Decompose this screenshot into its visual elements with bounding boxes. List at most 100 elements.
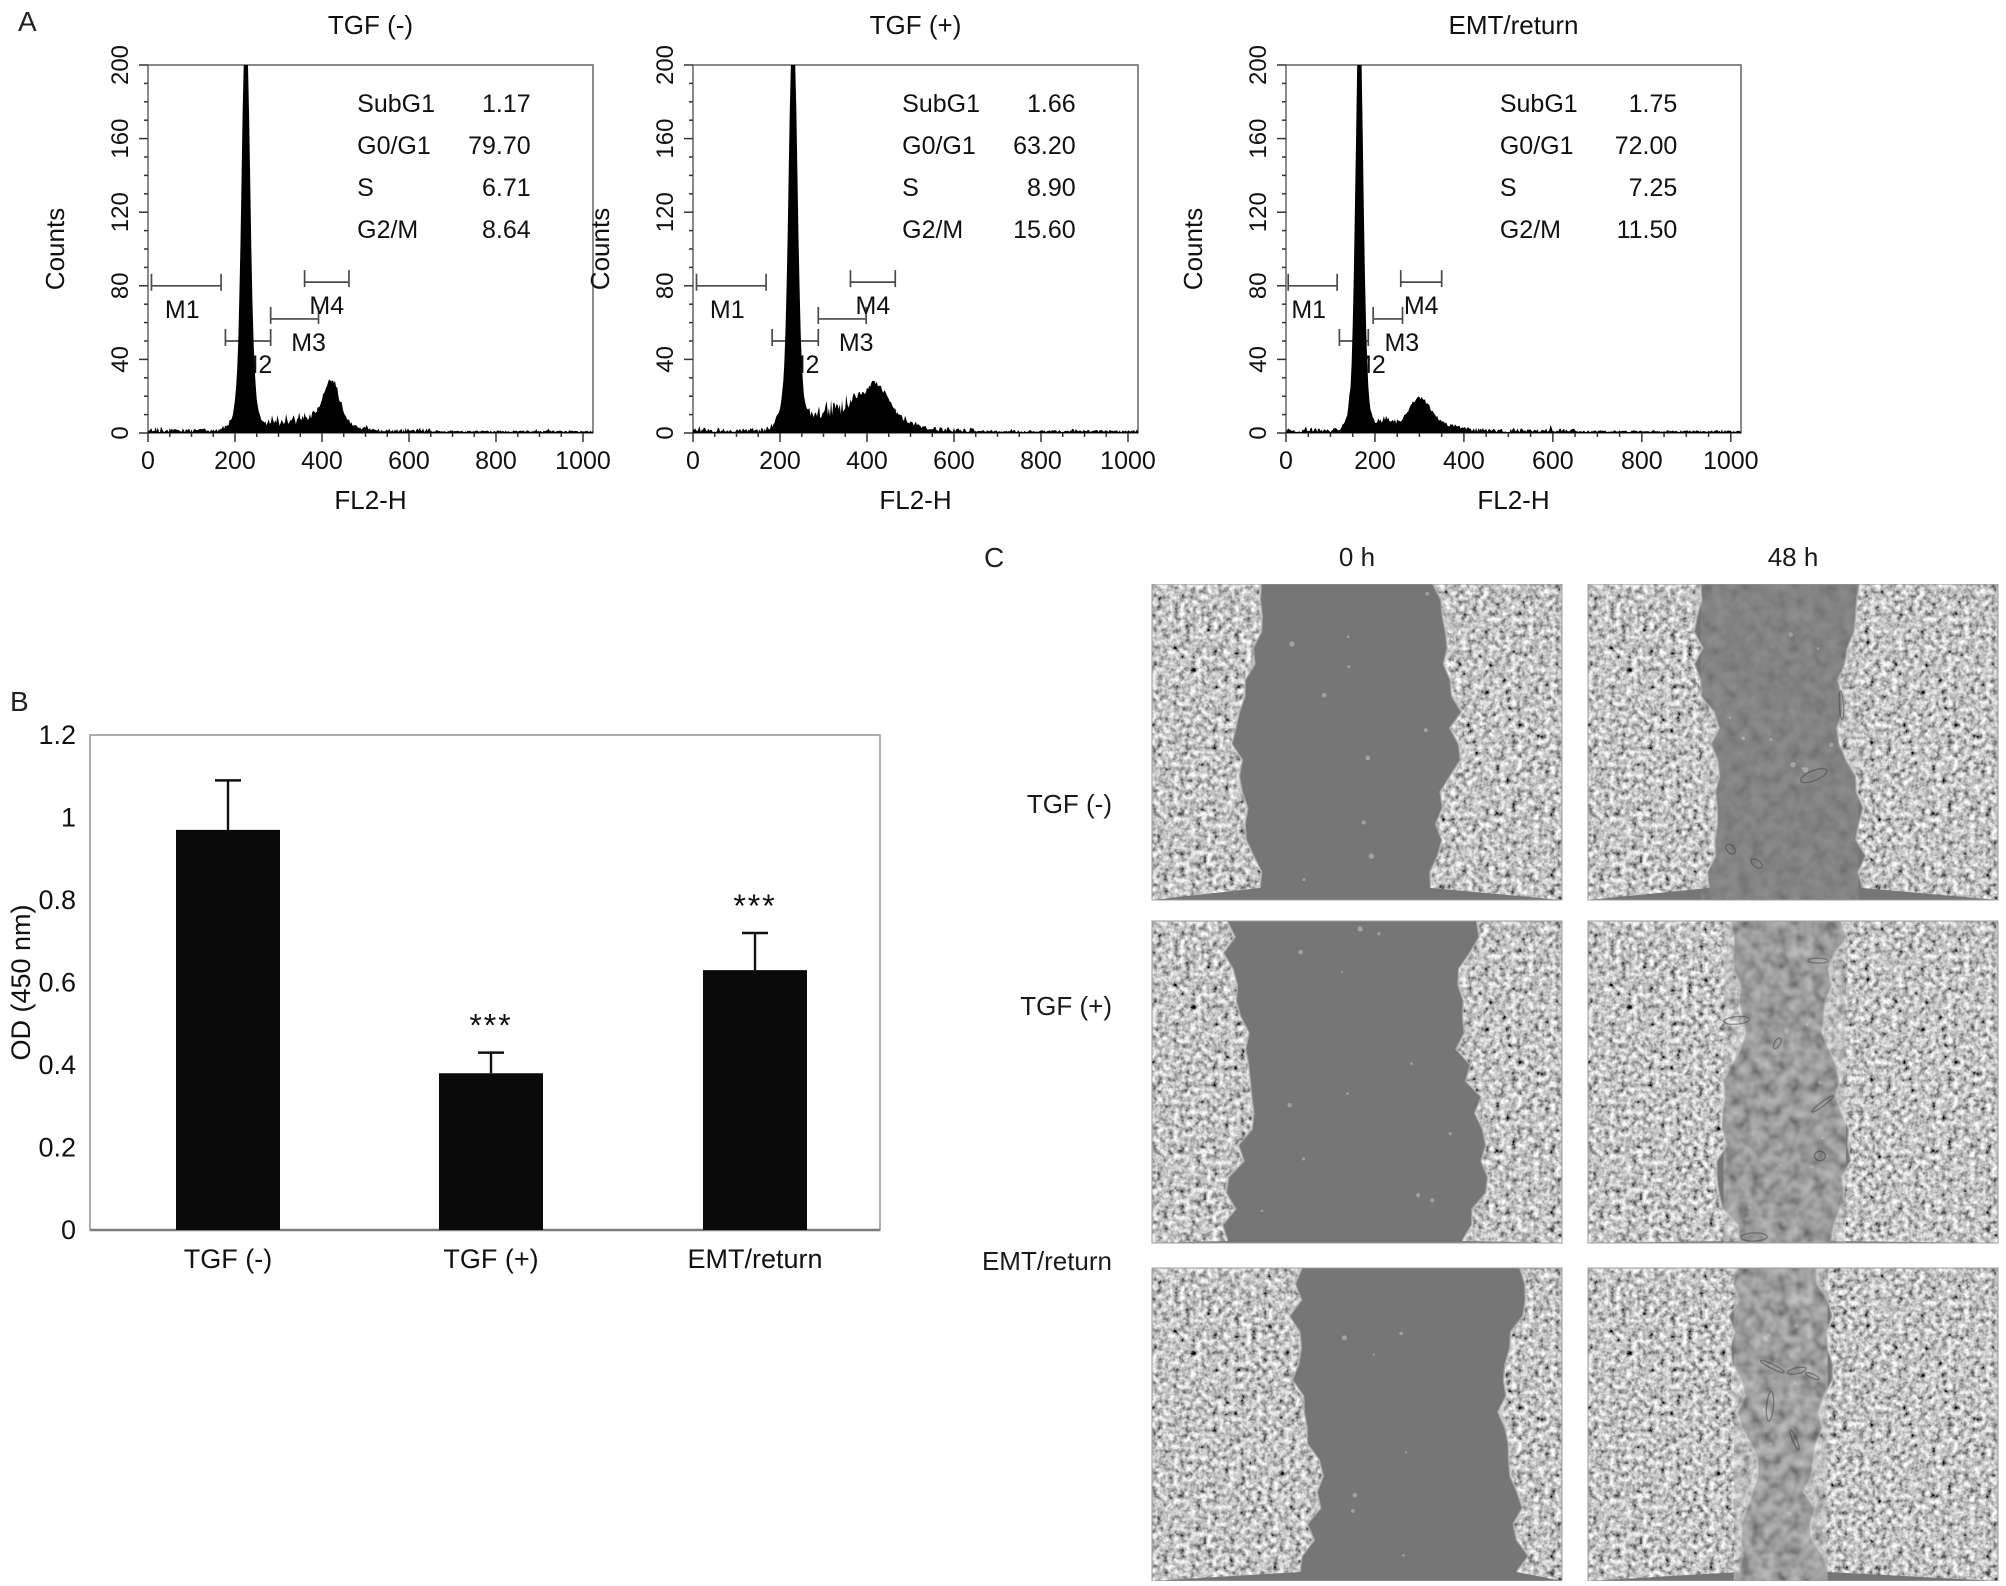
y-tick-label: 40 (107, 346, 134, 373)
gate-marker-m1 (1287, 273, 1338, 291)
wound-edge-highlight (1455, 920, 1490, 1242)
migrated-cells (1733, 1268, 1828, 1581)
debris-speck (1423, 728, 1428, 733)
stat-value: 8.64 (482, 216, 531, 244)
wound-edge-highlight (1287, 1267, 1325, 1573)
panel-c-label: C (984, 542, 1005, 573)
gate-marker-m4 (1399, 270, 1443, 288)
debris-speck (1347, 665, 1351, 669)
y-tick-label: 40 (652, 346, 679, 373)
wound-image-tgf--0h (1151, 920, 1563, 1244)
y-axis-title: Counts (40, 208, 70, 290)
row-label-tgf-negative: TGF (-) (1026, 789, 1112, 819)
gate-marker-label: M4 (1404, 292, 1439, 320)
x-category-label: TGF (-) (184, 1244, 272, 1274)
cell-monolayer-right (1803, 1268, 1998, 1581)
panel-b-label: B (10, 686, 30, 717)
panel-a-label: A (18, 6, 38, 37)
y-tick-label: 200 (652, 45, 679, 85)
stat-name: G0/G1 (1500, 132, 1574, 160)
gate-marker-m1 (695, 273, 767, 291)
debris-speck (1260, 1209, 1264, 1213)
debris-speck (1402, 1554, 1405, 1557)
migrated-cells (1700, 584, 1859, 900)
x-tick-label: 200 (1354, 447, 1396, 475)
x-tick-label: 600 (1532, 447, 1574, 475)
debris-speck (1346, 1092, 1349, 1095)
gate-marker-m1 (150, 273, 222, 291)
histogram-svg-2: EMT/return 0 40 80 120 160 200 0 200 400 600 800 100… (1178, 10, 1759, 515)
debris-speck (1416, 1193, 1421, 1198)
stat-name: G2/M (902, 216, 963, 244)
wound-image-emt-return-0h (1151, 1267, 1563, 1582)
error-bar-2 (742, 931, 768, 971)
debris-speck (1365, 755, 1371, 761)
y-tick-label: 80 (1245, 272, 1272, 299)
x-tick-label: 0 (141, 447, 155, 475)
y-tick-label: 0.2 (38, 1133, 76, 1163)
cell-monolayer-left (1588, 1268, 1759, 1581)
debris-speck (1287, 1102, 1292, 1108)
gate-marker-m3 (817, 306, 867, 324)
debris-speck (1340, 971, 1343, 974)
y-tick-label: 0 (61, 1215, 76, 1245)
bar-0 (176, 829, 280, 1230)
y-tick-label: 40 (1245, 346, 1272, 373)
wound-image-tgf--0h (1151, 583, 1563, 901)
y-tick-label: 0 (652, 426, 679, 439)
debris-speck (1404, 1451, 1408, 1454)
gate-marker-m3 (1372, 306, 1404, 324)
y-axis-title: Counts (585, 208, 615, 290)
gate-marker-m4 (303, 270, 350, 288)
stat-name: SubG1 (357, 90, 435, 118)
flow-histogram-tgf-positive: TGF (+) 0 40 80 120 160 200 0 200 400 600 800 1000 FL… (575, 0, 1156, 525)
debris-speck (1377, 932, 1381, 936)
stat-name: G2/M (357, 216, 418, 244)
debris-speck (1399, 1331, 1403, 1336)
stat-value: 72.00 (1615, 132, 1678, 160)
x-tick-label: 1000 (1703, 447, 1759, 475)
gate-marker-label: M1 (1291, 296, 1326, 324)
wound-image-tgf--48h (1587, 920, 1999, 1244)
stat-value: 1.75 (1629, 90, 1678, 118)
wound-edge-highlight (1230, 583, 1264, 889)
stat-value: 1.17 (482, 90, 531, 118)
debris-speck (1352, 1492, 1357, 1498)
column-header-0h: 0 h (1338, 542, 1376, 572)
error-bar-0 (215, 779, 241, 830)
x-tick-label: 0 (686, 447, 700, 475)
histogram-title: TGF (+) (870, 10, 962, 40)
stat-value: 79.70 (468, 132, 531, 160)
gate-marker-m4 (849, 270, 897, 288)
debris-speck (1448, 1132, 1452, 1136)
gate-marker-label: M1 (710, 296, 745, 324)
x-tick-label: 200 (214, 447, 256, 475)
debris-speck (1410, 1062, 1413, 1066)
stat-value: 11.50 (1617, 216, 1678, 244)
y-tick-label: 80 (107, 272, 134, 299)
y-axis-title: OD (450 nm) (6, 904, 36, 1060)
stat-value: 6.71 (482, 174, 531, 202)
stat-name: S (902, 174, 919, 202)
debris-speck (1346, 635, 1350, 639)
y-tick-label: 1 (61, 803, 76, 833)
wound-healing-image-grid (1150, 583, 2006, 1586)
y-tick-label: 80 (652, 272, 679, 299)
debris-speck (1361, 820, 1366, 825)
migrated-cells (1723, 921, 1847, 1243)
gate-marker-label: M4 (856, 292, 891, 320)
debris-speck (1289, 641, 1295, 647)
y-tick-label: 0.4 (38, 1050, 76, 1080)
cell-monolayer-right (1837, 584, 1998, 900)
x-tick-label: 800 (1621, 447, 1663, 475)
x-axis-title: FL2-H (334, 485, 406, 515)
x-tick-label: 400 (846, 447, 888, 475)
gate-marker-label: M4 (309, 292, 344, 320)
column-header-48h: 48 h (1767, 542, 1819, 572)
debris-speck (1301, 1157, 1306, 1161)
debris-speck (1298, 949, 1303, 955)
debris-speck (1302, 878, 1306, 882)
stat-value: 7.25 (1629, 174, 1678, 202)
wound-edge-highlight (1429, 583, 1464, 889)
gate-marker-label: M3 (291, 329, 326, 357)
